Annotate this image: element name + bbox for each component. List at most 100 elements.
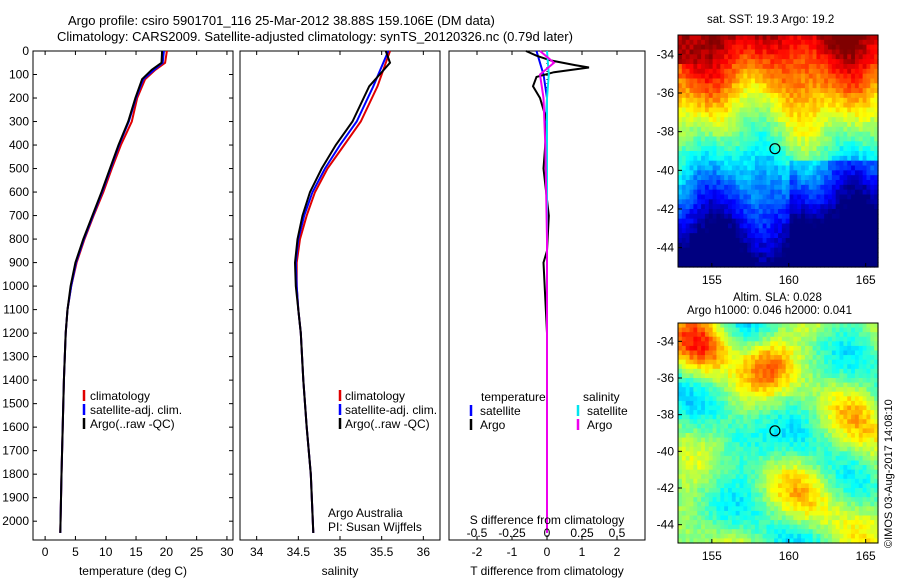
map-cell: [754, 350, 760, 356]
map-cell: [793, 336, 798, 342]
map-cell: [774, 520, 779, 526]
map-cell: [824, 497, 829, 503]
map-cell: [774, 228, 779, 234]
map-cell: [854, 88, 860, 94]
map-cell: [866, 460, 871, 466]
map-cell: [716, 199, 721, 205]
map-cell: [847, 180, 852, 186]
map-cell: [712, 350, 718, 356]
map-cell: [724, 213, 729, 220]
map-cell: [804, 175, 810, 181]
map-cell: [851, 497, 856, 503]
map-cell: [789, 97, 794, 104]
map-cell: [751, 238, 756, 244]
map-cell: [839, 247, 844, 254]
map-cell: [708, 350, 714, 356]
map-cell: [874, 414, 879, 420]
map-cell: [804, 97, 810, 104]
map-cell: [774, 451, 779, 457]
map-cell: [701, 469, 706, 475]
map-cell: [678, 238, 683, 244]
map-cell: [820, 414, 825, 420]
map-cell: [831, 469, 837, 475]
map-cell: [731, 194, 737, 200]
map-cell: [770, 117, 775, 123]
map-cell: [812, 223, 818, 229]
map-cell: [728, 64, 733, 70]
map-cell: [847, 345, 852, 352]
map-cell: [693, 199, 698, 205]
map-cell: [751, 228, 756, 234]
map-cell: [747, 419, 752, 425]
map-cell: [785, 88, 791, 94]
map-cell: [789, 400, 794, 407]
map-cell: [747, 410, 752, 416]
map-cell: [839, 336, 844, 342]
map-cell: [781, 257, 787, 263]
map-cell: [816, 405, 821, 411]
map-cell: [724, 204, 729, 210]
map-cell: [708, 460, 714, 466]
map-cell: [866, 175, 871, 181]
map-cell: [735, 497, 741, 503]
map-cell: [704, 136, 710, 142]
map-cell: [816, 400, 821, 407]
map-cell: [728, 39, 733, 46]
map-cell: [793, 345, 798, 352]
map-cell: [766, 102, 771, 109]
map-cell: [870, 419, 875, 425]
map-cell: [685, 257, 691, 263]
map-cell: [843, 252, 848, 258]
map-cell: [720, 189, 725, 196]
map-cell: [770, 97, 775, 104]
map-cell: [774, 213, 779, 220]
map-cell: [766, 350, 771, 356]
map-cell: [704, 400, 710, 407]
map-cell: [739, 345, 744, 352]
map-cell: [739, 483, 744, 489]
map-cell: [735, 400, 741, 407]
map-cell: [835, 323, 841, 329]
map-cell: [835, 414, 841, 420]
map-cell: [831, 455, 837, 462]
map-cell: [816, 469, 821, 475]
map-cell: [681, 510, 687, 517]
map-cell: [835, 428, 841, 434]
map-cell: [781, 44, 787, 51]
map-cell: [689, 247, 694, 254]
map-cell: [843, 442, 848, 448]
map-cell: [774, 437, 779, 443]
map-cell: [831, 391, 837, 397]
map-cell: [812, 437, 818, 443]
map-cell: [712, 49, 718, 55]
map-cell: [801, 488, 806, 494]
map-cell: [766, 78, 771, 84]
map-cell: [685, 238, 691, 244]
map-cell: [816, 510, 821, 517]
map-cell: [854, 44, 860, 51]
map-cell: [712, 146, 718, 152]
map-cell: [697, 382, 702, 388]
map-cell: [866, 242, 871, 249]
map-cell: [804, 492, 810, 498]
map-cell: [685, 218, 691, 225]
map-cell: [874, 107, 879, 113]
map-cell: [681, 419, 687, 425]
map-cell: [689, 262, 694, 268]
map-cell: [724, 483, 729, 489]
map-cell: [778, 414, 783, 420]
map-cell: [716, 345, 721, 352]
map-cell: [685, 359, 691, 365]
map-cell: [681, 247, 687, 254]
map-cell: [685, 252, 691, 258]
map-cell: [778, 59, 783, 65]
map-cell: [801, 336, 806, 342]
map-cell: [758, 194, 764, 200]
map-cell: [770, 126, 775, 133]
map-cell: [678, 387, 683, 393]
map-cell: [731, 189, 737, 196]
map-cell: [747, 131, 752, 138]
map-cell: [778, 155, 783, 162]
map-cell: [778, 228, 783, 234]
